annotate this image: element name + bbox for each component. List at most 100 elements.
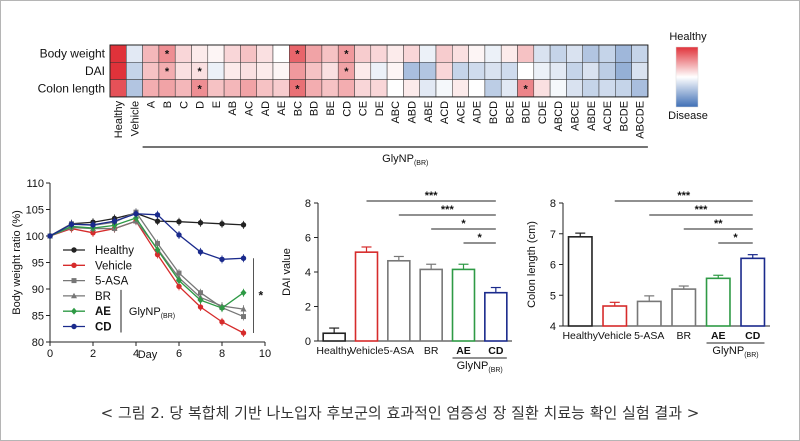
line-point-5-asa (241, 314, 246, 320)
dai-chart-x-tick-label-ae: AE (456, 345, 471, 357)
legend-label-br: BR (95, 291, 111, 303)
heatmap-cell-dai-abd (403, 62, 420, 80)
heatmap-cell-dai-e (207, 62, 225, 80)
line-chart-x-tick-label: 10 (259, 348, 271, 360)
colon-chart-significance-label: *** (677, 190, 691, 202)
line-point-ae (219, 304, 225, 312)
line-point-cd (90, 222, 96, 228)
heatmap-cell-colon-length-abcd (549, 79, 567, 98)
heatmap-cell-colon-length-de (370, 79, 388, 98)
heatmap-cell-body-weight-bd (305, 44, 323, 63)
heatmap-column-label-abd: ABD (407, 101, 419, 124)
heatmap-row-label-body-weight: Body weight (40, 47, 106, 61)
heatmap-column-label-abde: ABDE (586, 101, 598, 131)
line-series-ae (49, 217, 244, 309)
line-point-vehicle (154, 251, 161, 258)
colon-chart-significance-label: ** (714, 218, 723, 230)
colon-chart-bar-br (671, 288, 697, 327)
heatmap-cell-body-weight-be (321, 44, 339, 63)
heatmap-cell-colon-length-a (142, 79, 160, 98)
heatmap-cell-colon-length-vehicle (126, 79, 143, 98)
heatmap-cell-body-weight-acde (598, 44, 616, 63)
heatmap-star-colon-length-d: * (198, 83, 203, 95)
heatmap-cell-body-weight-abce (566, 44, 583, 63)
heatmap-column-label-vehicle: Vehicle (129, 101, 141, 136)
legend-marker-5-asa (71, 278, 77, 284)
heatmap-legend-colorbar (675, 46, 699, 108)
heatmap-star-dai-d: * (198, 66, 203, 78)
line-chart-y-tick-label: 100 (26, 231, 44, 243)
dai-chart-x-tick-label-vehicle: Vehicle (350, 345, 384, 357)
line-point-vehicle (90, 230, 96, 236)
dai-chart-x-tick-label-5-asa: 5-ASA (384, 345, 414, 357)
colon-chart-bar-healthy (567, 236, 593, 327)
heatmap-cell-body-weight-ad (256, 44, 274, 63)
heatmap-cell-dai-be (321, 62, 339, 80)
heatmap-cell-colon-length-ace (452, 79, 469, 98)
heatmap-cell-body-weight-ce (354, 44, 372, 63)
line-point-ae (154, 246, 161, 254)
heatmap-cell-body-weight-de (370, 44, 388, 63)
heatmap-cell-body-weight-ab (223, 44, 241, 63)
heatmap-cell-dai-ade (468, 62, 486, 80)
colon-chart-y-tick-label: 5 (550, 290, 556, 302)
colon-chart-significance-label: * (733, 232, 738, 244)
heatmap-cell-colon-length-cde (533, 79, 551, 98)
heatmap-cell-dai-bd (305, 62, 323, 80)
line-series-healthy (49, 212, 244, 237)
heatmap-cell-body-weight-bce (500, 44, 518, 63)
heatmap-cell-dai-abc (386, 62, 404, 80)
line-point-5-asa (198, 290, 203, 296)
heatmap-star-colon-length-bc: * (295, 83, 300, 95)
heatmap-cell-dai-abde (582, 62, 600, 80)
heatmap-cell-body-weight-abcde (631, 44, 649, 63)
line-point-ae (240, 289, 247, 297)
heatmap-cell-colon-length-acde (598, 79, 616, 98)
dai-chart-significance-label: * (478, 232, 483, 244)
line-point-vehicle (240, 330, 247, 336)
heatmap-column-label-bd: BD (309, 101, 321, 116)
heatmap-cell-colon-length-ac (240, 79, 257, 98)
line-point-cd (68, 221, 75, 228)
heatmap-row-label-dai: DAI (85, 64, 105, 78)
dai-chart-y-tick-label: 8 (305, 198, 311, 210)
line-point-healthy (197, 220, 204, 226)
heatmap-column-label-abe: ABE (423, 101, 435, 123)
heatmap-cell-dai-acd (435, 62, 453, 80)
heatmap-column-label-be: BE (325, 101, 337, 116)
line-chart-x-tick-label: 2 (90, 348, 96, 360)
colon-chart-x-tick-label-vehicle: Vehicle (598, 330, 632, 342)
colon-chart-bar-cd (740, 257, 766, 327)
heatmap-cell-colon-length-cd (337, 79, 355, 98)
heatmap-column-label-abcd: ABCD (553, 101, 565, 132)
heatmap-cell-body-weight-bcde (615, 44, 632, 63)
heatmap-column-label-d: D (195, 101, 207, 109)
heatmap-column-label-ab: AB (227, 101, 239, 116)
colon-chart-bar-5-asa (636, 300, 662, 327)
heatmap-star-dai-cd: * (344, 66, 349, 78)
line-chart-y-tick-label: 105 (26, 205, 44, 217)
line-point-cd (197, 249, 204, 255)
heatmap-cell-body-weight-c (174, 44, 192, 63)
dai-chart-significance-label: *** (425, 190, 439, 202)
line-chart-x-tick-label: 6 (176, 348, 182, 360)
dai-chart-bar-br (419, 268, 443, 342)
heatmap-column-label-ae: AE (276, 101, 288, 116)
dai-chart-bar-vehicle (354, 251, 379, 342)
heatmap-cell-colon-length-b (158, 79, 176, 98)
heatmap-panel: Body weight DAI Colon length * * * * * * * * * Healt… (38, 31, 708, 167)
heatmap-cell-colon-length-bd (305, 79, 323, 98)
heatmap-column-label-abce: ABCE (570, 101, 582, 131)
heatmap-cell-body-weight-healthy (109, 44, 127, 63)
heatmap-star-body-weight-cd: * (344, 49, 349, 61)
line-chart-x-axis-label: Day (138, 349, 158, 361)
line-series-vehicle (49, 220, 244, 334)
heatmap-column-label-b: B (162, 101, 174, 108)
line-point-vehicle (219, 319, 225, 325)
colon-chart-x-tick-label-5-asa: 5-ASA (634, 330, 664, 342)
heatmap-cell-body-weight-cde (533, 44, 551, 63)
line-point-vehicle (176, 283, 182, 290)
heatmap-cell-dai-ace (452, 62, 469, 80)
line-point-healthy (240, 222, 247, 228)
heatmap-group-label: GlyNP(BR) (382, 153, 428, 167)
